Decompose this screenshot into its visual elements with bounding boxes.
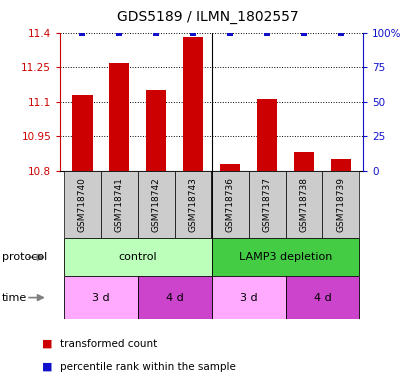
Text: 4 d: 4 d (166, 293, 183, 303)
Bar (257, 99, 277, 171)
Bar (294, 152, 314, 171)
Bar (64, 276, 138, 319)
Text: GSM718739: GSM718739 (337, 177, 345, 232)
Bar (64, 171, 101, 238)
Text: GSM718737: GSM718737 (263, 177, 271, 232)
Text: ■: ■ (42, 339, 52, 349)
Bar (72, 95, 93, 171)
Text: percentile rank within the sample: percentile rank within the sample (60, 362, 236, 372)
Bar (101, 171, 138, 238)
Point (338, 30, 344, 36)
Text: protocol: protocol (2, 252, 47, 262)
Bar (146, 90, 166, 171)
Bar (331, 159, 351, 171)
Bar (183, 37, 203, 171)
Text: GSM718740: GSM718740 (78, 177, 87, 232)
Text: ■: ■ (42, 362, 52, 372)
Bar (64, 238, 212, 276)
Bar (212, 276, 286, 319)
Bar (322, 171, 359, 238)
Bar (109, 63, 129, 171)
Text: GDS5189 / ILMN_1802557: GDS5189 / ILMN_1802557 (117, 10, 298, 23)
Bar (212, 171, 249, 238)
Point (264, 30, 271, 36)
Text: 4 d: 4 d (314, 293, 331, 303)
Bar (220, 164, 240, 171)
Text: GSM718743: GSM718743 (189, 177, 198, 232)
Text: 3 d: 3 d (92, 293, 110, 303)
Bar (175, 171, 212, 238)
Text: GSM718742: GSM718742 (152, 177, 161, 232)
Point (153, 30, 159, 36)
Point (79, 30, 85, 36)
Point (116, 30, 122, 36)
Text: transformed count: transformed count (60, 339, 157, 349)
Bar (249, 171, 286, 238)
Text: LAMP3 depletion: LAMP3 depletion (239, 252, 332, 262)
Point (227, 30, 234, 36)
Text: time: time (2, 293, 27, 303)
Point (190, 30, 196, 36)
Text: 3 d: 3 d (240, 293, 257, 303)
Text: GSM718741: GSM718741 (115, 177, 124, 232)
Text: GSM718736: GSM718736 (226, 177, 234, 232)
Bar (286, 276, 359, 319)
Bar (212, 238, 359, 276)
Text: GSM718738: GSM718738 (300, 177, 308, 232)
Text: control: control (118, 252, 157, 262)
Bar (138, 171, 175, 238)
Bar (286, 171, 322, 238)
Bar (138, 276, 212, 319)
Point (301, 30, 308, 36)
